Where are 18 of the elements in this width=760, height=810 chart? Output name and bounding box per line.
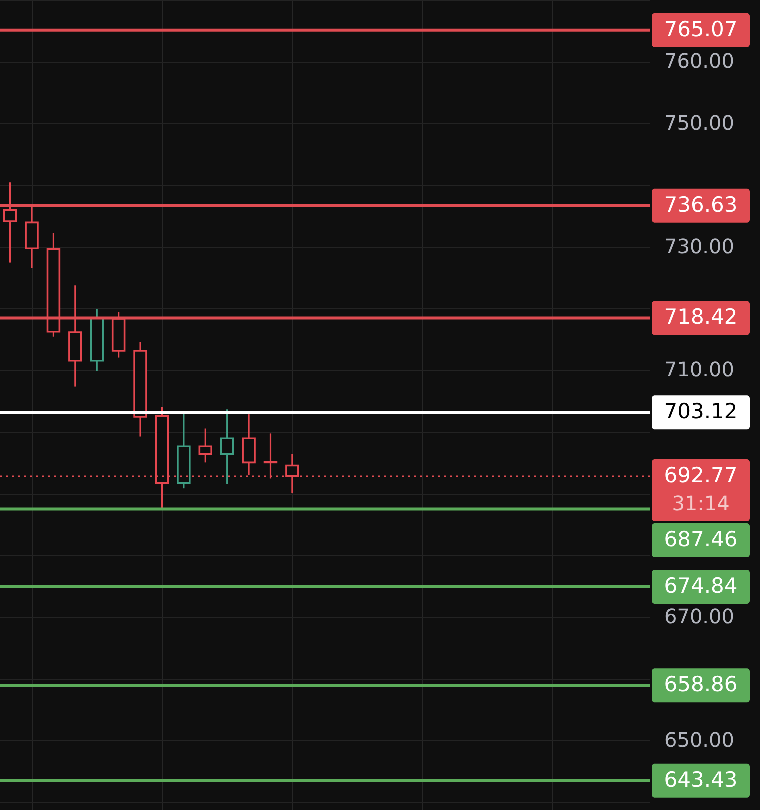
ref-line-label: 674.84 (664, 574, 738, 598)
ref-line-label: 765.07 (664, 17, 738, 42)
y-tick-label: 750.00 (664, 110, 734, 135)
candlestick (198, 428, 213, 464)
y-tick-label: 760.00 (664, 49, 734, 74)
ref-line-label: 692.77 (664, 463, 738, 488)
ref-line-label: 687.46 (664, 527, 738, 552)
ref-line-label: 658.86 (664, 672, 738, 697)
ref-line-label: 736.63 (664, 192, 738, 217)
text: 31:14 (672, 491, 730, 516)
ref-line-label: 703.12 (664, 400, 738, 424)
ref-line-label: 718.42 (664, 305, 738, 330)
candlestick (220, 408, 234, 486)
y-tick-label: 650.00 (664, 728, 734, 752)
y-tick-label: 730.00 (664, 234, 734, 258)
ref-line-label: 643.43 (664, 768, 738, 792)
y-tick-label: 670.00 (664, 604, 734, 628)
y-tick-label: 710.00 (664, 358, 734, 382)
